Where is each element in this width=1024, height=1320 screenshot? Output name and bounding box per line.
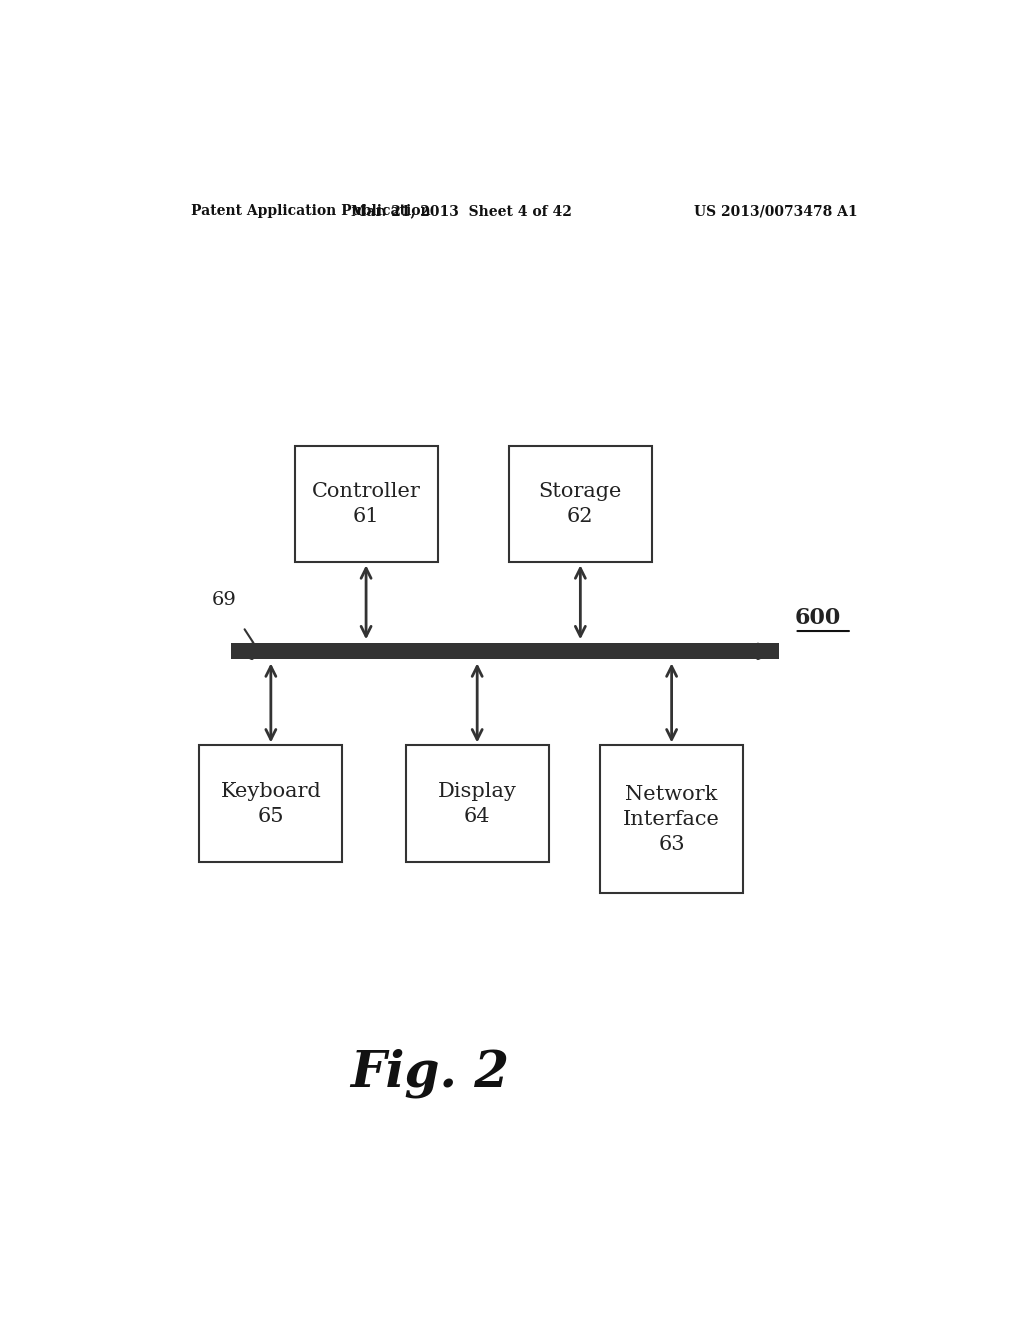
Text: Storage
62: Storage 62	[539, 482, 622, 525]
FancyBboxPatch shape	[200, 746, 342, 862]
FancyBboxPatch shape	[509, 446, 651, 562]
Text: 600: 600	[795, 607, 841, 630]
Text: Keyboard
65: Keyboard 65	[220, 781, 322, 826]
Text: 69: 69	[211, 590, 237, 609]
FancyBboxPatch shape	[406, 746, 549, 862]
Text: Fig. 2: Fig. 2	[350, 1048, 509, 1098]
Text: US 2013/0073478 A1: US 2013/0073478 A1	[694, 205, 858, 218]
Text: Controller
61: Controller 61	[311, 482, 421, 525]
FancyBboxPatch shape	[231, 643, 778, 660]
Text: Mar. 21, 2013  Sheet 4 of 42: Mar. 21, 2013 Sheet 4 of 42	[351, 205, 571, 218]
Text: Network
Interface
63: Network Interface 63	[624, 784, 720, 854]
FancyBboxPatch shape	[295, 446, 437, 562]
Text: Display
64: Display 64	[437, 781, 517, 826]
FancyBboxPatch shape	[600, 746, 743, 892]
Text: Patent Application Publication: Patent Application Publication	[191, 205, 431, 218]
